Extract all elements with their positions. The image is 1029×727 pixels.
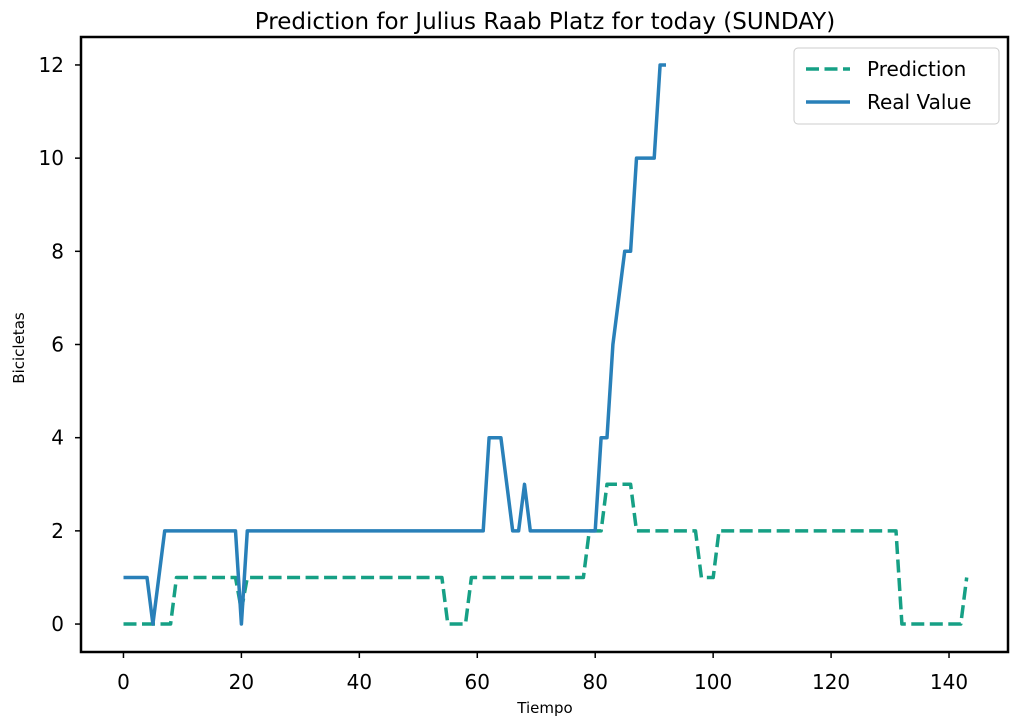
x-tick-label: 60 — [465, 670, 490, 694]
x-axis-label: Tiempo — [516, 699, 572, 717]
legend-label-real-value: Real Value — [867, 90, 971, 114]
x-tick-label: 120 — [812, 670, 850, 694]
x-tick-label: 40 — [347, 670, 372, 694]
y-tick-label: 2 — [51, 519, 64, 543]
y-tick-label: 4 — [51, 426, 64, 450]
legend-box — [793, 47, 1000, 125]
x-tick-label: 140 — [930, 670, 968, 694]
x-tick-label: 20 — [229, 670, 254, 694]
y-tick-label: 12 — [39, 53, 64, 77]
y-tick-label: 0 — [51, 612, 64, 636]
chart-title: Prediction for Julius Raab Platz for tod… — [255, 9, 835, 35]
legend-label-prediction: Prediction — [867, 57, 966, 81]
series-layer — [123, 63, 969, 626]
y-axis-label: Bicicletas — [10, 312, 28, 384]
x-tick-label: 0 — [117, 670, 130, 694]
x-tick-label: 100 — [694, 670, 732, 694]
series-line-real-value — [123, 63, 666, 626]
y-tick-label: 10 — [39, 146, 64, 170]
y-tick-label: 6 — [51, 333, 64, 357]
series-line-prediction — [123, 482, 969, 626]
y-tick-label: 8 — [51, 239, 64, 263]
y-axis-label-group: Bicicletas — [10, 312, 28, 384]
plot-frame — [79, 35, 1010, 654]
x-tick-label: 80 — [582, 670, 607, 694]
legend: Prediction Real Value — [793, 47, 1000, 125]
axis-ticks: 0 20 40 60 80 100 120 140 0 2 4 6 8 10 12 — [39, 53, 969, 694]
